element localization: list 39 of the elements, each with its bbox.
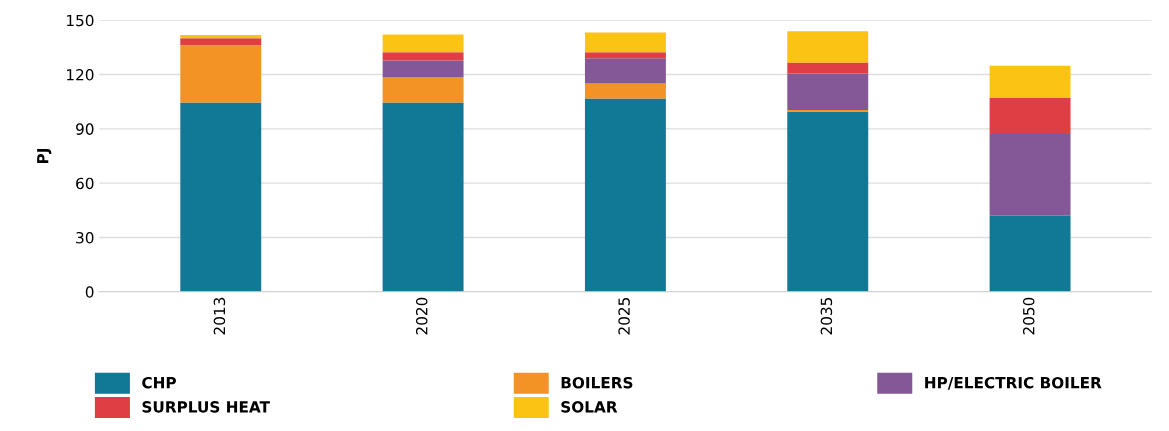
legend-label: HP/ELECTRIC BOILER xyxy=(925,376,1102,390)
bar xyxy=(180,38,262,46)
bar xyxy=(989,134,1071,216)
y-tick-label: 60 xyxy=(76,177,94,190)
bar xyxy=(787,111,869,292)
y-tick-label: 30 xyxy=(76,231,94,244)
bar xyxy=(382,52,464,61)
y-tick-label: 90 xyxy=(76,123,94,135)
y-tick-label: 120 xyxy=(67,69,94,81)
x-tick-label: 2013 xyxy=(213,297,226,335)
legend-label: BOILERS xyxy=(561,376,633,389)
x-tick-label: 2025 xyxy=(618,297,630,335)
bar xyxy=(584,98,666,292)
x-tick-label: 2035 xyxy=(820,297,833,335)
bar xyxy=(584,32,666,53)
bar xyxy=(989,97,1071,135)
bar xyxy=(382,77,464,103)
bar xyxy=(382,102,464,292)
bar xyxy=(180,35,262,39)
y-tick-label: 0 xyxy=(85,286,94,298)
bar xyxy=(180,102,262,292)
legend-label: CHP xyxy=(142,376,176,389)
bar xyxy=(989,215,1071,292)
bar xyxy=(787,62,869,74)
legend-label: SOLAR xyxy=(561,401,618,413)
bar xyxy=(584,52,666,59)
y-axis-title: PJ xyxy=(37,148,52,164)
bar xyxy=(584,58,666,84)
bar xyxy=(180,45,262,103)
legend-label: SURPLUS HEAT xyxy=(142,401,270,413)
bar xyxy=(989,65,1071,98)
x-tick-label: 2020 xyxy=(415,297,428,335)
bar xyxy=(382,60,464,78)
x-tick-label: 2050 xyxy=(1022,297,1035,335)
bar xyxy=(787,73,869,111)
bar xyxy=(787,31,869,63)
y-tick-label: 150 xyxy=(67,14,94,27)
bar xyxy=(584,83,666,99)
bar xyxy=(382,34,464,53)
